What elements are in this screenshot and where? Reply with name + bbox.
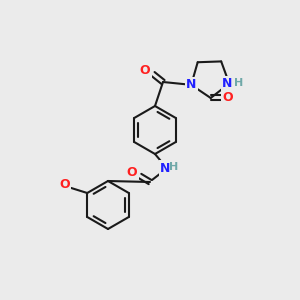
Text: N: N <box>160 161 170 175</box>
Text: O: O <box>140 64 150 77</box>
Text: H: H <box>234 77 243 88</box>
Text: N: N <box>222 77 232 90</box>
Text: O: O <box>127 166 137 178</box>
Text: N: N <box>186 78 196 91</box>
Text: O: O <box>59 178 70 191</box>
Text: H: H <box>169 162 178 172</box>
Text: O: O <box>222 92 233 104</box>
